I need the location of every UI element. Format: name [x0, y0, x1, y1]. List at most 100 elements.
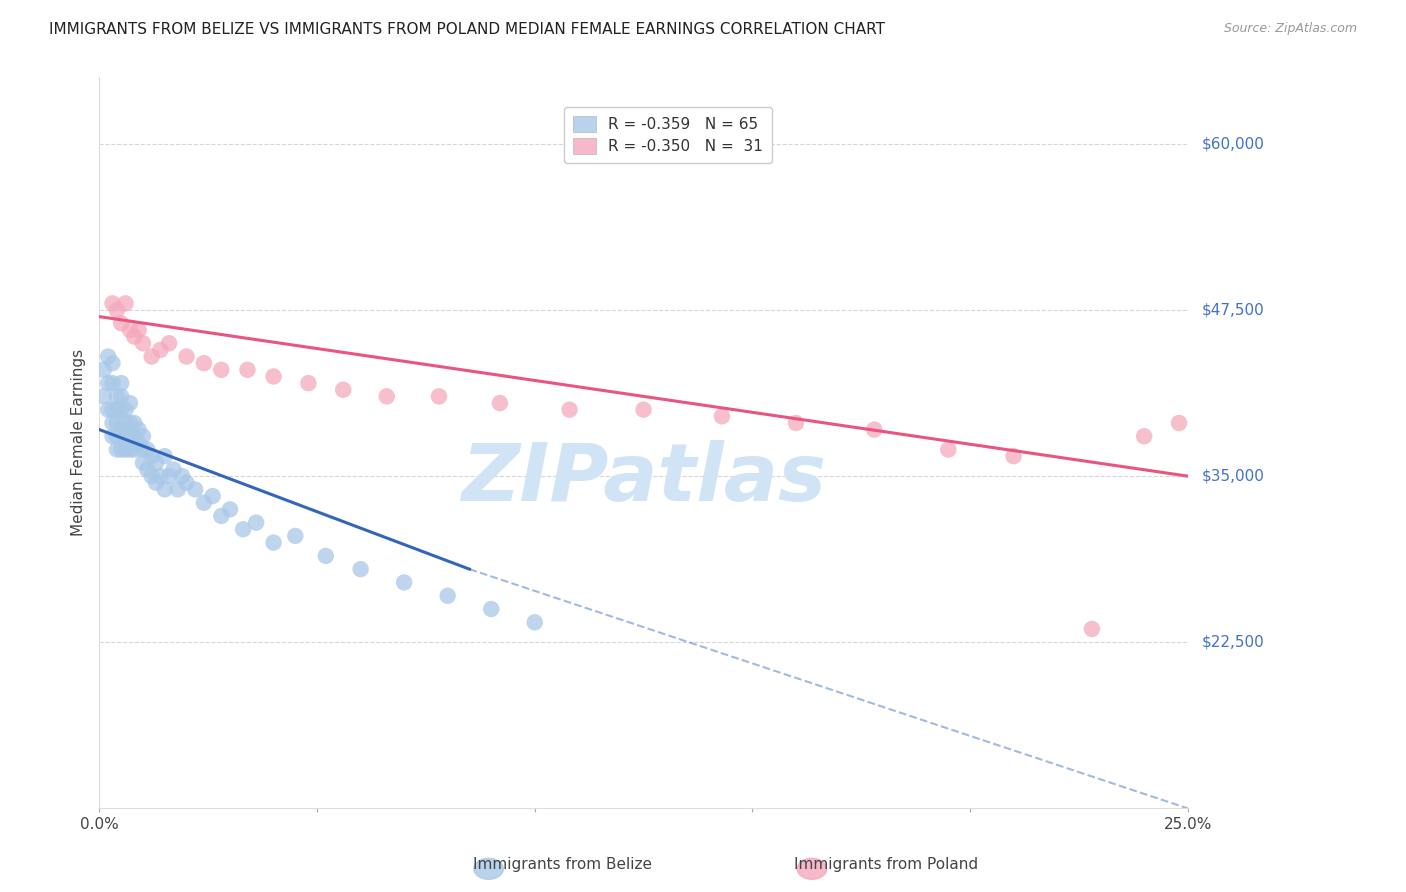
Point — [97, 350, 120, 364]
Point — [315, 549, 337, 563]
Point — [263, 369, 285, 384]
Y-axis label: Median Female Earnings: Median Female Earnings — [72, 350, 86, 536]
Circle shape — [797, 858, 827, 880]
Point — [105, 389, 128, 403]
Point — [118, 442, 141, 457]
Point — [176, 350, 198, 364]
Point — [209, 363, 232, 377]
Point — [284, 529, 307, 543]
Point — [1133, 429, 1156, 443]
Point — [141, 469, 163, 483]
Point — [132, 336, 155, 351]
Text: Immigrants from Belize: Immigrants from Belize — [472, 857, 652, 872]
Point — [232, 522, 254, 536]
Point — [132, 442, 155, 457]
Point — [122, 442, 145, 457]
Point — [1081, 622, 1104, 636]
Text: ZIPatlas: ZIPatlas — [461, 441, 827, 518]
Point — [184, 483, 207, 497]
Text: Immigrants from Poland: Immigrants from Poland — [794, 857, 977, 872]
Point — [128, 436, 150, 450]
Point — [110, 442, 132, 457]
Point — [114, 402, 136, 417]
Point — [1002, 449, 1025, 463]
Point — [1168, 416, 1191, 430]
Point — [936, 442, 959, 457]
Point — [114, 296, 136, 310]
Point — [110, 376, 132, 390]
Point — [122, 329, 145, 343]
Point — [785, 416, 807, 430]
Point — [436, 589, 458, 603]
Point — [114, 442, 136, 457]
Circle shape — [474, 858, 503, 880]
Point — [489, 396, 512, 410]
Point — [122, 416, 145, 430]
Point — [145, 475, 167, 490]
Point — [110, 389, 132, 403]
Point — [101, 416, 124, 430]
Point — [523, 615, 546, 630]
Point — [105, 429, 128, 443]
Text: $60,000: $60,000 — [1202, 136, 1264, 152]
Point — [172, 469, 194, 483]
Point — [297, 376, 319, 390]
Point — [193, 356, 215, 370]
Point — [153, 483, 176, 497]
Point — [141, 449, 163, 463]
Point — [118, 323, 141, 337]
Point — [375, 389, 398, 403]
Point — [236, 363, 259, 377]
Point — [558, 402, 581, 417]
Point — [101, 296, 124, 310]
Point — [118, 396, 141, 410]
Point — [219, 502, 242, 516]
Point — [149, 469, 172, 483]
Point — [633, 402, 655, 417]
Point — [122, 429, 145, 443]
Text: $35,000: $35,000 — [1202, 468, 1264, 483]
Point — [479, 602, 502, 616]
Point — [209, 508, 232, 523]
Point — [263, 535, 285, 549]
Point — [97, 376, 120, 390]
Point — [110, 423, 132, 437]
Point — [863, 423, 886, 437]
Point — [176, 475, 198, 490]
Point — [392, 575, 415, 590]
Point — [145, 456, 167, 470]
Point — [201, 489, 224, 503]
Point — [97, 402, 120, 417]
Point — [101, 429, 124, 443]
Point — [118, 429, 141, 443]
Point — [136, 462, 159, 476]
Point — [132, 429, 155, 443]
Point — [245, 516, 267, 530]
Point — [110, 316, 132, 330]
Point — [114, 416, 136, 430]
Point — [105, 416, 128, 430]
Point — [710, 409, 733, 424]
Point — [332, 383, 354, 397]
Point — [427, 389, 450, 403]
Point — [93, 363, 115, 377]
Point — [101, 356, 124, 370]
Point — [105, 402, 128, 417]
Point — [93, 389, 115, 403]
Legend: R = -0.359   N = 65, R = -0.350   N =  31: R = -0.359 N = 65, R = -0.350 N = 31 — [564, 107, 772, 163]
Text: Source: ZipAtlas.com: Source: ZipAtlas.com — [1223, 22, 1357, 36]
Text: $47,500: $47,500 — [1202, 302, 1264, 318]
Point — [193, 496, 215, 510]
Point — [128, 323, 150, 337]
Point — [132, 456, 155, 470]
Point — [153, 449, 176, 463]
Point — [105, 303, 128, 318]
Text: IMMIGRANTS FROM BELIZE VS IMMIGRANTS FROM POLAND MEDIAN FEMALE EARNINGS CORRELAT: IMMIGRANTS FROM BELIZE VS IMMIGRANTS FRO… — [49, 22, 886, 37]
Point — [141, 350, 163, 364]
Point — [162, 462, 184, 476]
Point — [166, 483, 188, 497]
Point — [157, 469, 180, 483]
Point — [128, 423, 150, 437]
Point — [105, 442, 128, 457]
Point — [157, 336, 180, 351]
